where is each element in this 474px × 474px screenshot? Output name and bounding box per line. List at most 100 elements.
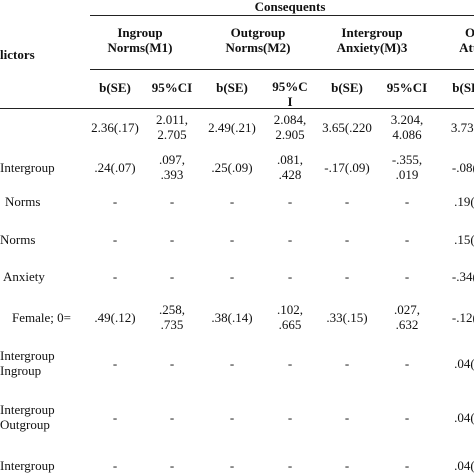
cell: - <box>229 193 235 209</box>
cell: 2.49(.21) <box>208 119 256 135</box>
column-header: 95%CI <box>151 79 193 95</box>
cell: -.08(. <box>451 159 474 175</box>
group-header: Norms(M2) <box>225 40 291 55</box>
cell: 4.086 <box>392 127 422 142</box>
row-label: Outgroup <box>0 417 50 432</box>
cell: -.17(.09) <box>324 159 370 175</box>
column-header: b(SE) <box>216 79 248 95</box>
cell: - <box>169 193 175 209</box>
cell: .04(. <box>454 457 474 473</box>
cell: .33(.15) <box>326 309 368 325</box>
cell: .097, <box>159 152 185 167</box>
cell: .632 <box>395 317 419 332</box>
row-label: Norms <box>5 193 41 209</box>
cell: .25(.09) <box>211 159 253 175</box>
column-header: 95%CI <box>386 79 428 95</box>
cell: .258, <box>159 302 185 317</box>
group-header: O <box>464 25 474 40</box>
column-header: b(SE) <box>99 79 131 95</box>
cell: .15(. <box>454 231 474 247</box>
cell: - <box>112 193 118 209</box>
column-header: 95%C <box>272 79 308 94</box>
cell: - <box>344 268 350 284</box>
cell: 2.36(.17) <box>91 119 139 135</box>
cell: - <box>287 268 293 284</box>
cell: - <box>287 193 293 209</box>
cell: .19(. <box>454 193 474 209</box>
cell: - <box>112 268 118 284</box>
rule <box>90 69 474 70</box>
column-header: b(SE) <box>331 79 363 95</box>
cell: 2.084, <box>273 112 307 127</box>
cell: .019 <box>395 167 419 182</box>
group-header: Ingroup <box>117 25 163 40</box>
cell: - <box>169 355 175 371</box>
cell: 3.204, <box>390 112 424 127</box>
cell: 3.65(.220 <box>322 119 372 135</box>
row-label: Intergroup <box>0 457 55 473</box>
cell: - <box>344 355 350 371</box>
cell: .102, <box>277 302 303 317</box>
column-header: b(SE <box>452 79 474 95</box>
cell: - <box>229 409 235 425</box>
cell: .49(.12) <box>94 309 136 325</box>
cell: .24(.07) <box>94 159 136 175</box>
predictor-header: lictors <box>0 47 35 62</box>
cell: - <box>169 231 175 247</box>
cell: 2.905 <box>275 127 305 142</box>
cell: -.34(. <box>451 268 474 284</box>
row-label: Female; 0= <box>12 309 71 325</box>
cell: - <box>169 457 175 473</box>
cell: - <box>169 409 175 425</box>
cell: - <box>404 193 410 209</box>
cell: - <box>112 457 118 473</box>
cell: - <box>112 355 118 371</box>
cell: - <box>344 193 350 209</box>
cell: -.355, <box>391 152 423 167</box>
row-label: Norms <box>0 231 36 247</box>
rule <box>90 15 474 16</box>
group-header: Anxiety(M)3 <box>336 40 408 55</box>
row-label: Anxiety <box>3 268 45 284</box>
row-label: Intergroup <box>0 402 55 417</box>
group-header: Norms(M1) <box>107 40 173 55</box>
cell: - <box>229 457 235 473</box>
cell: - <box>404 457 410 473</box>
group-header: Atti <box>459 40 474 55</box>
cell: - <box>287 457 293 473</box>
cell: - <box>229 268 235 284</box>
row-label: Ingroup <box>0 363 42 378</box>
cell: - <box>287 409 293 425</box>
group-header: Intergroup <box>341 25 403 40</box>
cell: - <box>169 268 175 284</box>
cell: - <box>112 231 118 247</box>
cell: - <box>344 231 350 247</box>
table-title: Consequents <box>254 0 326 14</box>
group-header: Outgroup <box>230 25 286 40</box>
cell: - <box>344 409 350 425</box>
row-label: Intergroup <box>0 159 55 175</box>
cell: -.12(. <box>451 309 474 325</box>
cell: - <box>404 355 410 371</box>
column-header: I <box>287 94 293 109</box>
cell: .428 <box>278 167 302 182</box>
rule <box>0 108 474 109</box>
cell: .027, <box>394 302 420 317</box>
cell: 3.73(. <box>450 119 474 135</box>
cell: - <box>404 231 410 247</box>
cell: .735 <box>160 317 184 332</box>
cell: - <box>404 409 410 425</box>
cell: - <box>112 409 118 425</box>
cell: .04(. <box>454 409 474 425</box>
cell: - <box>229 355 235 371</box>
cell: - <box>344 457 350 473</box>
cell: - <box>229 231 235 247</box>
cell: .393 <box>160 167 184 182</box>
cell: .04(. <box>454 355 474 371</box>
cell: 2.011, <box>155 112 189 127</box>
cell: 2.705 <box>157 127 187 142</box>
cell: - <box>287 355 293 371</box>
row-label: Intergroup <box>0 348 55 363</box>
cell: - <box>287 231 293 247</box>
cell: .38(.14) <box>211 309 253 325</box>
